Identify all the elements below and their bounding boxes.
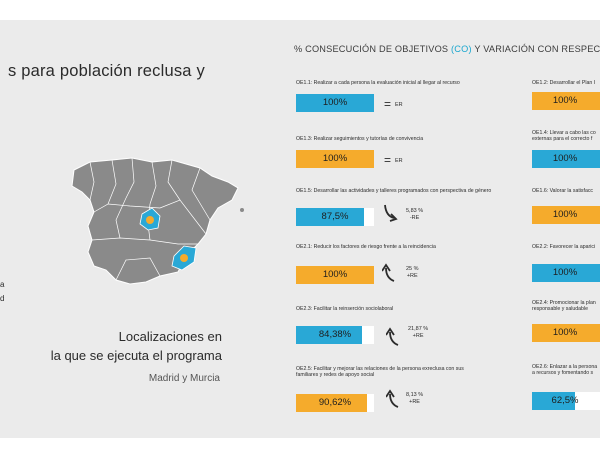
goal-bar: 100% [532,150,600,168]
equals-icon: = [384,153,392,167]
goal-oe2-3: OE2.3: Facilitar la reinserción sociolab… [296,306,393,312]
goal-label: OE1.5: Desarrollar las actividades y tal… [296,188,492,194]
goal-bar: 100% [532,324,600,342]
goal-value: 84,38% [318,329,352,340]
madrid-marker [146,216,154,224]
goal-bar-fill [296,150,374,168]
goal-oe2-6: OE2.6: Enlazar a la persona a recursos y… [532,364,598,377]
goal-oe2-1: OE2.1: Reducir los factores de riesgo fr… [296,244,436,250]
goal-value: 62,5% [551,395,579,406]
goal-label: OE1.3: Realizar seguimientos y tutorías … [296,136,424,142]
goal-value: 100% [322,97,348,108]
goal-bar: 100% [532,206,600,224]
goal-bar-fill [296,326,362,344]
goal-oe1-1: OE1.1: Realizar a cada persona la evalua… [296,80,460,86]
objectives-section: % CONSECUCIÓN DE OBJETIVOS (CO) Y VARIAC… [290,20,600,438]
infographic-panel: s para población reclusa y a d [0,20,600,438]
goal-bar: 84,38% [296,326,374,344]
goal-oe1-4: OE1.4: Llevar a cabo las co externas par… [532,130,596,143]
goal-bar-fill [532,264,600,282]
goal-bar: 100% [532,264,600,282]
goal-oe1-5: OE1.5: Desarrollar las actividades y tal… [296,188,491,194]
goal-bar-fill [296,266,374,284]
goal-bar-fill [296,394,367,412]
goal-oe2-4: OE2.4: Promocionar la plan responsable y… [532,300,596,313]
goal-bar-fill [532,206,600,224]
goal-value: 100% [552,267,578,278]
side-note-1: a [0,280,5,289]
goal-bar: 100% [532,92,600,110]
goal-bar: 87,5% [296,208,374,226]
goal-label: OE1.1: Realizar a cada persona la evalua… [296,80,460,86]
goal-label: OE2.3: Facilitar la reinserción sociolab… [296,306,394,312]
goal-value: 100% [552,209,578,220]
goal-value: 100% [552,95,578,106]
goal-bar-fill [532,150,600,168]
goal-variation: = ER [384,97,403,111]
goal-bar: 90,62% [296,394,374,412]
goal-variation: = ER [384,153,403,167]
goal-oe1-2: OE1.2: Desarrollar el Plan I [532,80,596,86]
goal-bar-fill [532,324,600,342]
goal-variation: 8,13 % +RE [406,392,424,405]
goal-oe1-6: OE1.6: Valorar la satisfacc [532,188,594,194]
arrow-up-icon [386,327,399,346]
goal-value: 100% [552,153,578,164]
goal-variation: 21,87 % +RE [408,326,429,339]
spain-map [71,157,244,285]
goal-variation: 25 % +RE [406,266,419,279]
goal-label: OE2.5: Facilitar y mejorar las relacione… [296,366,464,372]
goal-bar-fill [532,92,600,110]
section-title: % CONSECUCIÓN DE OBJETIVOS (CO) Y VARIAC… [294,44,600,54]
goal-value: 100% [322,153,348,164]
equals-icon: = [384,97,392,111]
left-column: s para población reclusa y a d [0,20,255,438]
goal-label: OE2.1: Reducir los factores de riesgo fr… [296,244,436,250]
goal-oe2-5: OE2.5: Facilitar y mejorar las relacione… [296,366,464,379]
balearic-island-1 [240,208,244,212]
arrow-up-icon [382,263,395,282]
arrow-up-icon [386,389,399,408]
goal-bar: 100% [296,150,374,168]
goal-bar: 62,5% [532,392,600,410]
goal-variation: 5,83 % -RE [406,208,424,221]
goal-bar: 100% [296,94,374,112]
page-heading: s para población reclusa y [8,62,205,80]
goal-value: 87,5% [321,211,349,222]
goal-value: 100% [322,269,348,280]
goal-value: 90,62% [318,397,352,408]
arrow-down-icon [384,204,398,222]
locations-places: Madrid y Murcia [148,373,220,384]
goal-value: 100% [552,327,578,338]
locations-title: Localizaciones en la que se ejecuta el p… [50,329,222,363]
goal-oe2-2: OE2.2: Favorecer la aparici [532,244,596,250]
goal-label: familiares y redes de apoyo social [296,372,375,379]
goal-bar: 100% [296,266,374,284]
goal-bar-fill [296,94,374,112]
murcia-marker [180,254,188,262]
goal-oe1-3: OE1.3: Realizar seguimientos y tutorías … [296,136,423,142]
side-note-2: d [0,294,5,303]
goal-bar-fill [296,208,365,226]
goal-bar-fill [532,392,575,410]
